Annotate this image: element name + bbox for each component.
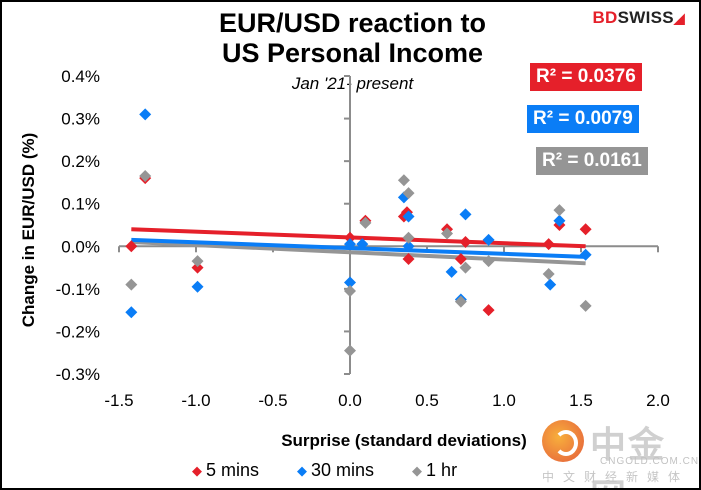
data-point-1-hr: [482, 255, 495, 268]
data-point-5-mins: [125, 240, 138, 253]
y-tick-label: -0.3%: [56, 365, 100, 384]
data-point-30-mins: [402, 210, 415, 223]
data-point-30-mins: [579, 248, 592, 261]
trendline-5-mins: [131, 227, 586, 249]
title-line-2: US Personal Income: [221, 38, 484, 68]
data-point-5-mins: [579, 223, 592, 236]
legend-label-1hr: 1 hr: [426, 460, 458, 480]
data-point-30-mins: [482, 233, 495, 246]
y-tick-label: 0.2%: [61, 152, 100, 171]
data-point-5-mins: [542, 238, 555, 251]
y-tick-label: -0.1%: [56, 280, 100, 299]
trendline-30-mins: [131, 237, 586, 259]
legend-marker-1hr: ◆: [412, 462, 423, 478]
x-tick-label: -1.0: [181, 391, 210, 410]
legend-marker-5mins: ◆: [192, 462, 202, 478]
data-point-5-mins: [191, 261, 204, 274]
arrow-icon: ◢: [673, 10, 685, 26]
r2-label-5mins: R² = 0.0376: [530, 63, 642, 91]
data-points: [125, 108, 592, 357]
legend-item-1hr: ◆ 1 hr: [412, 460, 457, 481]
data-point-30-mins: [125, 306, 138, 319]
y-tick-label: -0.2%: [56, 322, 100, 341]
data-point-1-hr: [397, 174, 410, 187]
logo-text-swiss: SWISS: [617, 8, 674, 27]
chart-subtitle: Jan '21- present: [291, 74, 414, 93]
y-tick-label: 0.0%: [61, 237, 100, 256]
data-point-30-mins: [139, 108, 152, 121]
legend-item-30mins: ◆ 30 mins: [297, 460, 374, 481]
watermark-domain: CNGOLD.COM.CN: [600, 456, 700, 467]
data-point-1-hr: [402, 187, 415, 200]
data-point-1-hr: [441, 227, 454, 240]
y-tick-label: 0.4%: [61, 67, 100, 86]
watermark-name: 中金网: [590, 424, 667, 488]
data-point-30-mins: [356, 238, 369, 251]
cngold-watermark: 中金网 CNGOLD.COM.CN 中文财经新媒体: [542, 420, 698, 488]
legend: ◆ 5 mins ◆ 30 mins ◆ 1 hr: [192, 460, 457, 481]
data-point-1-hr: [553, 204, 566, 217]
trendlines: [131, 227, 586, 266]
legend-marker-30mins: ◆: [297, 462, 308, 478]
trendline-1-hr: [131, 240, 586, 266]
y-axis-title: Change in EUR/USD (%): [19, 133, 38, 328]
data-point-1-hr: [454, 295, 467, 308]
data-point-1-hr: [579, 299, 592, 312]
data-point-30-mins: [344, 238, 356, 251]
x-tick-label: -1.5: [104, 391, 133, 410]
data-point-30-mins: [445, 265, 458, 278]
data-point-5-mins: [459, 236, 472, 249]
bdswiss-logo: BDSWISS◢: [592, 8, 685, 28]
x-tick-label: 0.0: [338, 391, 362, 410]
logo-text-bd: BD: [592, 8, 618, 27]
data-point-1-hr: [139, 170, 152, 183]
legend-label-30mins: 30 mins: [311, 460, 375, 480]
data-point-30-mins: [459, 208, 472, 221]
legend-item-5mins: ◆ 5 mins: [192, 460, 259, 481]
data-point-30-mins: [553, 214, 566, 227]
data-point-30-mins: [344, 276, 356, 289]
x-tick-label: -0.5: [258, 391, 287, 410]
data-point-30-mins: [402, 240, 415, 253]
title-line-1: EUR/USD reaction to: [218, 8, 487, 38]
watermark-tagline: 中文财经新媒体: [542, 470, 690, 484]
data-point-1-hr: [359, 216, 372, 229]
cngold-logo-icon: [542, 420, 584, 462]
data-point-5-mins: [344, 231, 356, 244]
chart-title: EUR/USD reaction to US Personal Income: [2, 8, 699, 68]
legend-label-5mins: 5 mins: [206, 460, 260, 480]
data-point-30-mins: [544, 278, 557, 291]
data-point-5-mins: [482, 304, 495, 317]
r2-label-30mins: R² = 0.0079: [527, 105, 639, 133]
x-axis-title: Surprise (standard deviations): [281, 431, 527, 450]
y-tick-label: 0.1%: [61, 195, 100, 214]
y-tick-label: 0.3%: [61, 110, 100, 129]
data-point-1-hr: [402, 231, 415, 244]
x-tick-label: 2.0: [646, 391, 670, 410]
data-point-1-hr: [125, 278, 138, 291]
r2-label-1hr: R² = 0.0161: [536, 147, 648, 175]
x-tick-label: 0.5: [415, 391, 439, 410]
data-point-1-hr: [191, 255, 204, 268]
data-point-1-hr: [344, 284, 356, 297]
x-tick-label: 1.0: [492, 391, 516, 410]
x-tick-label: 1.5: [569, 391, 593, 410]
data-point-1-hr: [542, 267, 555, 280]
data-point-1-hr: [344, 344, 356, 357]
data-point-1-hr: [459, 261, 472, 274]
tick-labels: -1.5 -1.0 -0.5 0.0 0.5 1.0 1.5 2.0 0.4% 0.3% 0.2% 0…: [56, 67, 670, 410]
data-point-30-mins: [191, 280, 204, 293]
